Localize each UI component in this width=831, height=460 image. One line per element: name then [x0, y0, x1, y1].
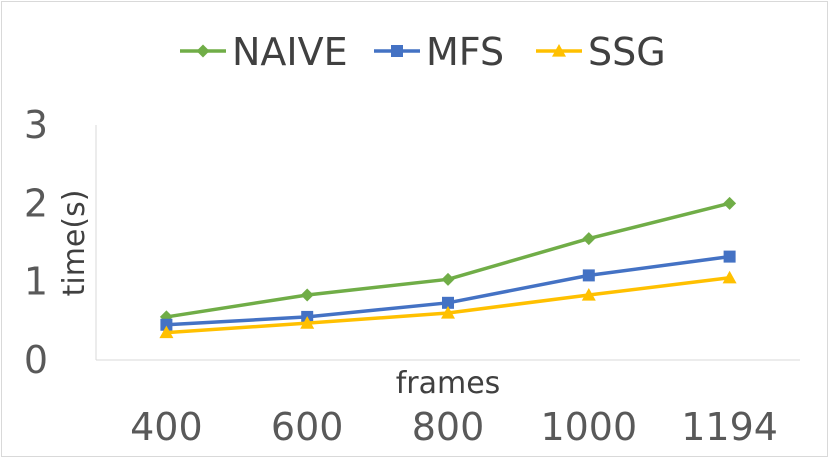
- data-point-mfs: [582, 269, 595, 282]
- y-tick-labels: 0 1 2 3: [24, 103, 48, 382]
- data-point-mfs: [442, 296, 454, 309]
- y-tick-label: 0: [24, 338, 48, 382]
- data-point-mfs: [160, 318, 173, 331]
- data-point-ssg: [722, 270, 737, 284]
- x-tick-label: 400: [130, 405, 203, 449]
- legend-label: NAIVE: [232, 30, 348, 74]
- x-tick-label: 800: [412, 405, 485, 449]
- data-point-naive: [723, 196, 737, 210]
- y-tick-label: 2: [24, 181, 48, 225]
- data-point-naive: [300, 288, 314, 302]
- y-tick-label: 3: [24, 103, 48, 147]
- x-tick-label: 600: [271, 405, 344, 449]
- legend-marker-ssg: [552, 44, 566, 57]
- series-group: [159, 196, 737, 339]
- y-tick-label: 1: [24, 260, 48, 304]
- legend-item-ssg: SSG: [536, 30, 666, 74]
- data-point-ssg: [581, 287, 596, 301]
- data-point-naive: [441, 272, 455, 286]
- data-point-naive: [582, 232, 596, 246]
- x-tick-label: 1000: [540, 405, 637, 449]
- data-point-ssg: [441, 306, 455, 319]
- y-axis-title: time(s): [57, 190, 92, 297]
- data-point-ssg: [300, 316, 315, 329]
- legend-marker-mfs: [391, 45, 403, 57]
- series-mfs: [160, 250, 736, 331]
- legend-item-mfs: MFS: [374, 30, 504, 74]
- legend-item-naive: NAIVE: [180, 30, 348, 74]
- data-point-mfs: [723, 250, 736, 263]
- legend: NAIVE MFS SSG: [180, 30, 666, 74]
- data-point-ssg: [159, 325, 174, 339]
- x-tick-labels: 400 600 800 1000 1194: [130, 405, 778, 449]
- x-tick-label: 1194: [681, 405, 778, 449]
- legend-label: SSG: [588, 30, 666, 74]
- x-axis-title: frames: [396, 366, 501, 401]
- legend-marker-naive: [196, 44, 210, 58]
- legend-label: MFS: [426, 30, 504, 74]
- axes: [95, 125, 800, 361]
- series-ssg: [159, 270, 737, 339]
